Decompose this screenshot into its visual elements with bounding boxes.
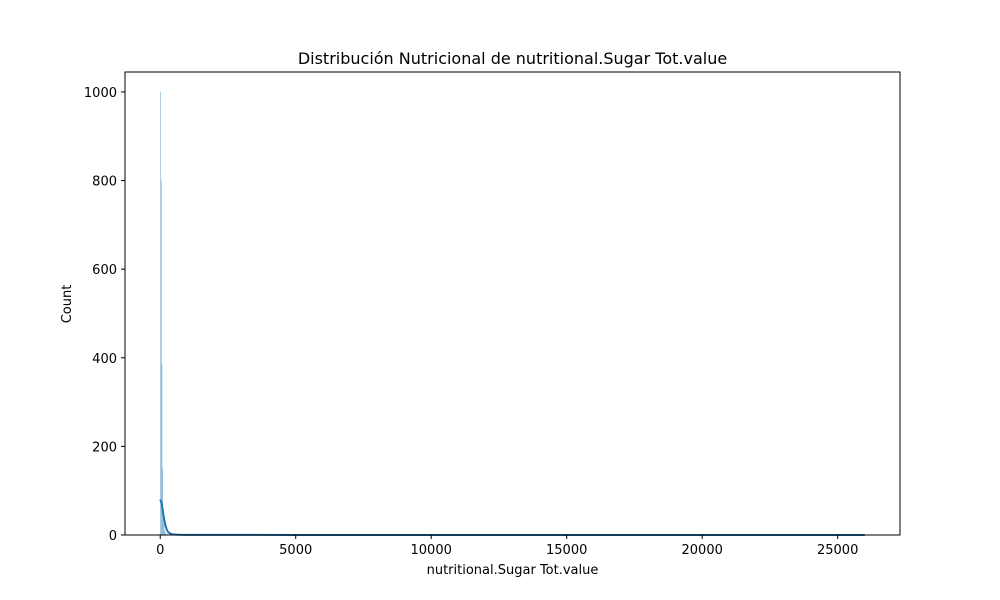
histogram-bar [165,532,166,535]
y-tick-label: 400 [92,352,117,367]
y-axis-ticks: 0 200 400 600 800 1000 [84,86,125,544]
x-axis-ticks: 0 5000 10000 15000 20000 25000 [156,535,858,558]
x-tick-label: 15000 [546,543,587,558]
histogram-bar [163,523,165,535]
x-tick-label: 10000 [411,543,452,558]
x-axis-label: nutritional.Sugar Tot.value [427,563,599,578]
kde-line [159,499,865,536]
y-tick-label: 1000 [84,86,117,101]
chart-title: Distribución Nutricional de nutritional.… [298,49,727,68]
histogram-bar [164,530,166,535]
histogram-bar [163,508,164,535]
histogram-bar [160,91,161,535]
histogram-bar [162,468,164,535]
histogram-bar [160,180,162,535]
x-tick-label: 0 [156,543,164,558]
y-tick-label: 600 [92,263,117,278]
x-tick-label: 25000 [817,543,858,558]
x-tick-label: 5000 [279,543,312,558]
y-tick-label: 800 [92,175,117,190]
x-tick-label: 20000 [682,543,723,558]
y-axis-label: Count [60,285,75,324]
histogram-bar [161,364,163,535]
histogram-bars [160,91,168,535]
y-tick-label: 0 [109,529,117,544]
plot-frame [124,71,901,536]
y-tick-label: 200 [92,440,117,455]
